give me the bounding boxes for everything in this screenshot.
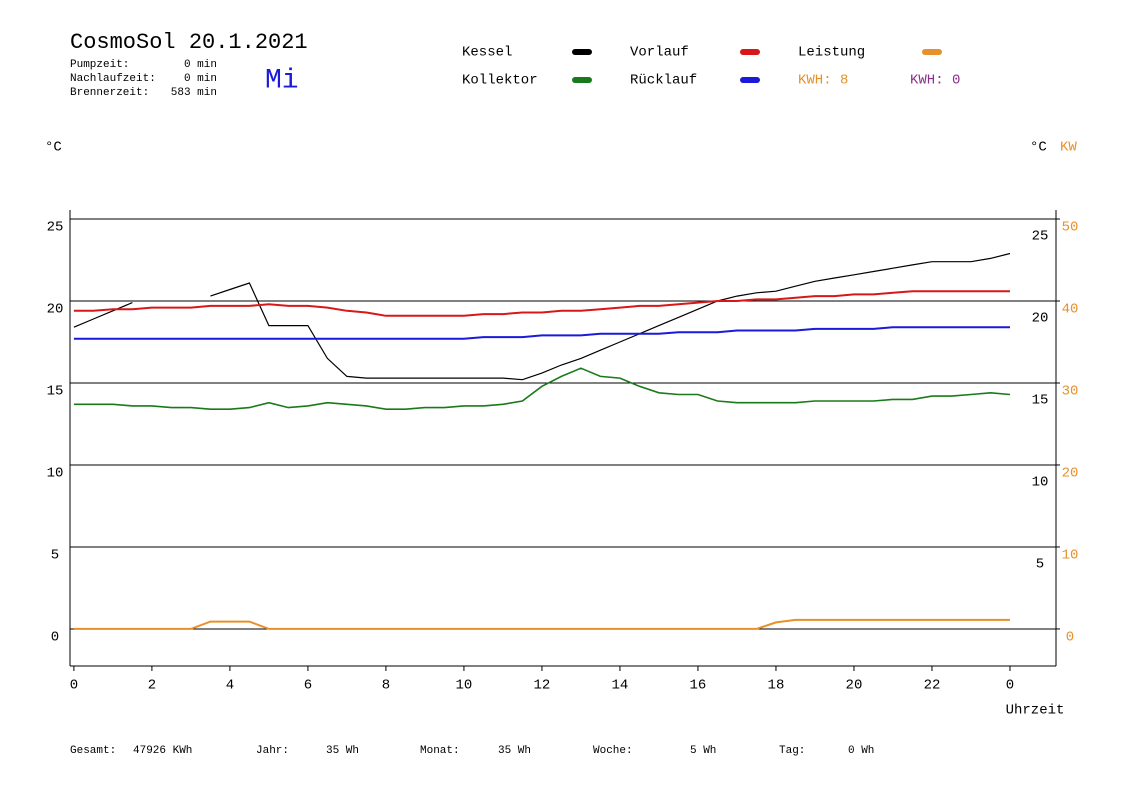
y-tick-label: 0 — [51, 630, 59, 646]
legend-label: Kollektor — [462, 73, 538, 89]
footer-value: 5 Wh — [690, 745, 716, 757]
y2-tick-label: 40 — [1062, 302, 1079, 318]
x-tick-label: 4 — [226, 678, 234, 694]
series-line — [73, 252, 1011, 381]
legend-label: Kessel — [462, 45, 512, 61]
x-tick-label: 20 — [846, 678, 863, 694]
x-tick-label: 2 — [148, 678, 156, 694]
footer-label: Monat: — [420, 745, 460, 757]
series-line — [73, 326, 1010, 340]
y-right-tick-label: 10 — [1032, 475, 1049, 491]
x-tick-label: 14 — [612, 678, 629, 694]
footer-value: 35 Wh — [498, 745, 531, 757]
footer-label: Woche: — [593, 745, 633, 757]
y2-tick-label: 10 — [1062, 548, 1079, 564]
footer-value: 47926 KWh — [133, 745, 192, 757]
footer-label: Tag: — [779, 745, 805, 757]
footer-label: Jahr: — [256, 745, 289, 757]
x-tick-label: 16 — [690, 678, 707, 694]
y-tick-label: 20 — [47, 302, 64, 318]
series-line — [73, 618, 1010, 630]
info-label: Brennerzeit: — [70, 87, 149, 99]
info-value: 0 min — [184, 73, 217, 85]
y-right-tick-label: 25 — [1032, 229, 1049, 245]
info-value: 583 min — [171, 87, 217, 99]
x-tick-label: 0 — [70, 678, 78, 694]
info-label: Pumpzeit: — [70, 59, 129, 71]
x-tick-label: 0 — [1006, 678, 1014, 694]
series-line — [73, 367, 1011, 410]
x-tick-label: 22 — [924, 678, 941, 694]
x-tick-label: 12 — [534, 678, 551, 694]
chart-title: CosmoSol 20.1.2021 — [70, 30, 308, 55]
info-value: 0 min — [184, 59, 217, 71]
day-label: Mi — [265, 65, 299, 96]
x-tick-label: 18 — [768, 678, 785, 694]
y2-tick-label: 50 — [1062, 220, 1079, 236]
energy-label: KWH: 0 — [910, 73, 960, 89]
y-tick-label: 15 — [47, 384, 64, 400]
y-tick-label: 5 — [51, 548, 59, 564]
y-right-tick-label: 20 — [1032, 311, 1049, 327]
y-right-tick-label: 5 — [1036, 557, 1044, 573]
y-tick-label: 10 — [47, 466, 64, 482]
y-tick-label: 25 — [47, 220, 64, 236]
footer-label: Gesamt: — [70, 745, 116, 757]
y2-unit: KW — [1060, 140, 1077, 156]
y-right-unit: °C — [1030, 140, 1047, 156]
x-tick-label: 8 — [382, 678, 390, 694]
y-unit: °C — [45, 140, 62, 156]
footer-value: 35 Wh — [326, 745, 359, 757]
footer-value: 0 Wh — [848, 745, 874, 757]
x-tick-label: 10 — [456, 678, 473, 694]
series-line — [73, 290, 1010, 317]
info-label: Nachlaufzeit: — [70, 73, 156, 85]
legend-label: Rücklauf — [630, 73, 697, 89]
y2-tick-label: 0 — [1066, 630, 1074, 646]
y-right-tick-label: 15 — [1032, 393, 1049, 409]
legend-label: Leistung — [798, 45, 865, 61]
y2-tick-label: 30 — [1062, 384, 1079, 400]
x-axis-label: Uhrzeit — [1006, 703, 1065, 719]
legend-label: Vorlauf — [630, 45, 689, 61]
x-tick-label: 6 — [304, 678, 312, 694]
y2-tick-label: 20 — [1062, 466, 1079, 482]
energy-label: KWH: 8 — [798, 73, 848, 89]
